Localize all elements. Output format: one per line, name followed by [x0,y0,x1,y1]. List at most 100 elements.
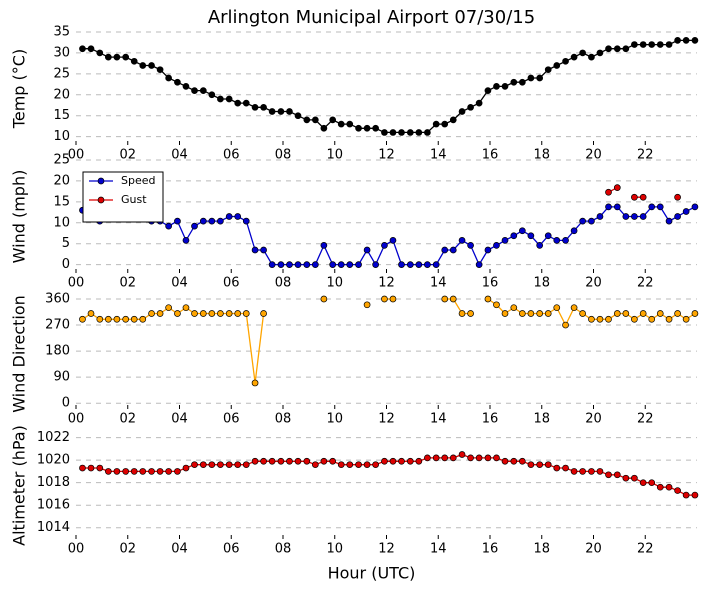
data-point [562,57,569,65]
data-point [363,301,371,309]
data-point [458,451,466,458]
y-tick-label: 20 [53,87,70,102]
data-point [191,222,198,230]
y-tick-label: 180 [45,344,70,359]
data-point [527,232,535,240]
data-point [337,461,345,469]
y-tick-label: 35 [53,25,70,40]
x-tick-label: 06 [223,276,240,291]
data-point [268,108,276,115]
data-point [665,483,673,491]
data-point [613,471,621,479]
data-point [165,304,172,312]
data-point [527,74,535,82]
data-point [665,217,673,225]
data-point [467,454,474,462]
data-point [303,457,311,465]
data-point [449,246,457,254]
data-point [320,124,328,132]
data-point [286,457,293,465]
data-point [527,310,535,317]
data-point [424,129,431,136]
data-point [277,108,285,115]
data-point [441,295,449,303]
x-tick-label: 20 [585,276,602,291]
data-point [389,237,397,244]
data-point [570,304,578,312]
data-point [458,237,466,244]
data-point [217,310,224,317]
data-point [277,457,285,465]
data-line [82,298,696,383]
data-point [501,83,509,90]
data-point [588,53,595,61]
data-point [674,487,681,494]
data-point [372,261,379,268]
data-point [613,203,621,211]
y-tick-label: 15 [53,108,70,123]
data-point [122,315,130,323]
data-point [217,95,224,103]
data-point [484,87,492,94]
y-tick-label: 0 [62,396,70,411]
x-tick-label: 02 [119,412,136,427]
data-point [544,461,552,469]
data-point [415,457,423,465]
data-point [389,129,397,136]
data-point [242,217,250,225]
data-point [553,304,561,312]
x-tick-label: 14 [430,276,447,291]
data-point [631,213,638,220]
data-point [346,120,354,128]
x-tick-label: 10 [326,542,343,557]
data-point [329,116,337,124]
data-point [691,203,699,211]
x-tick-label: 22 [637,412,654,427]
data-point [656,203,664,211]
x-tick-label: 10 [326,148,343,163]
data-point [596,468,604,475]
data-point [596,315,604,323]
data-point [242,310,250,317]
data-point [174,468,181,475]
data-point [518,78,526,86]
data-point [225,461,233,469]
data-point [501,457,509,465]
data-point [311,261,319,268]
data-point [96,464,104,472]
data-point [605,45,612,53]
data-point [303,261,311,268]
data-point [536,310,544,317]
x-tick-label: 02 [119,542,136,557]
chart-title: Arlington Municipal Airport 07/30/15 [208,7,535,28]
data-point [251,379,259,387]
x-tick-label: 06 [223,412,240,427]
data-point [691,491,699,499]
data-point [596,49,604,57]
data-point [510,304,518,312]
x-tick-label: 20 [585,148,602,163]
data-point [156,66,164,74]
data-point [208,91,216,99]
y-tick-label: 0 [62,257,70,272]
x-tick-label: 08 [275,148,292,163]
data-point [148,62,155,69]
data-point [475,99,483,107]
data-point [139,315,147,323]
y-tick-label: 90 [53,370,70,385]
data-point [493,301,500,309]
data-point [665,315,673,323]
x-tick-label: 16 [482,412,499,427]
data-point [242,461,250,469]
legend-label: Gust [121,193,147,206]
data-point [639,41,647,48]
data-point [648,203,656,211]
data-point [622,310,630,317]
data-point [268,261,276,268]
y-tick-label: 10 [53,129,70,144]
data-point [424,454,431,462]
data-point [286,261,293,268]
data-point [441,120,449,128]
x-tick-label: 04 [171,148,188,163]
